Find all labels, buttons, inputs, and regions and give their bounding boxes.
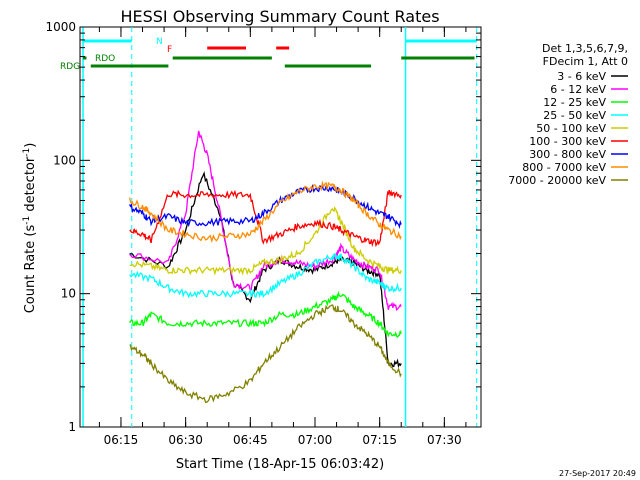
- plot-frame: [79, 26, 482, 428]
- series-line-7: [128, 180, 402, 244]
- x-tick-label: 06:30: [168, 433, 203, 447]
- footer-timestamp: 27-Sep-2017 20:49: [559, 469, 636, 478]
- flag-label-n: N: [156, 37, 163, 47]
- vertical-markers: [82, 27, 478, 427]
- legend-header-line: Det 1,3,5,6,7,9,: [542, 42, 628, 55]
- chart-title: HESSI Observing Summary Count Rates: [120, 7, 439, 26]
- flag-label-f: F: [167, 45, 172, 55]
- legend: Det 1,3,5,6,7,9,FDecim 1, Att 0 3 - 6 keV…: [508, 42, 628, 187]
- legend-entry-label: 12 - 25 keV: [543, 96, 606, 109]
- legend-entry-label: 300 - 800 keV: [529, 148, 606, 161]
- y-tick-label: 100: [53, 153, 76, 167]
- flag-label-rdg: RDG: [60, 62, 80, 72]
- flag-label-rdo: RDO: [95, 54, 115, 64]
- y-axis-label: Count Rate (s-1 detector-1): [22, 143, 38, 314]
- legend-entry-label: 100 - 300 keV: [529, 135, 606, 148]
- legend-entry-label: 3 - 6 keV: [557, 70, 606, 83]
- x-axis-ticks: 06:15 06:30 06:45 07:00 07:15 07:30: [98, 27, 467, 447]
- series-line-4: [129, 206, 402, 276]
- series-line-1: [129, 130, 402, 311]
- series-line-5: [129, 189, 402, 248]
- x-tick-label: 06:15: [104, 433, 139, 447]
- legend-entry-label: 25 - 50 keV: [543, 109, 606, 122]
- x-tick-label: 06:45: [233, 433, 268, 447]
- series-line-6: [129, 183, 402, 230]
- series-line-8: [129, 304, 402, 404]
- series-line-3: [129, 252, 402, 299]
- y-tick-label: 10: [61, 287, 76, 301]
- legend-header-line: FDecim 1, Att 0: [543, 55, 628, 68]
- flag-bars: NF RDO RDG: [60, 37, 477, 72]
- y-axis-ticks: 1 10 100 1000: [45, 20, 481, 434]
- series-line-0: [129, 171, 402, 369]
- series-lines: [128, 130, 402, 404]
- legend-entry-label: 50 - 100 keV: [536, 122, 606, 135]
- x-tick-label: 07:30: [427, 433, 462, 447]
- series-line-2: [129, 290, 402, 338]
- y-tick-label: 1: [68, 420, 76, 434]
- x-tick-label: 07:00: [298, 433, 333, 447]
- legend-entry-label: 6 - 12 keV: [550, 83, 606, 96]
- legend-entry-label: 7000 - 20000 keV: [508, 174, 606, 187]
- x-tick-label: 07:15: [362, 433, 397, 447]
- legend-entry-label: 800 - 7000 keV: [522, 161, 606, 174]
- y-tick-label: 1000: [45, 20, 76, 34]
- x-axis-label: Start Time (18-Apr-15 06:03:42): [176, 457, 384, 472]
